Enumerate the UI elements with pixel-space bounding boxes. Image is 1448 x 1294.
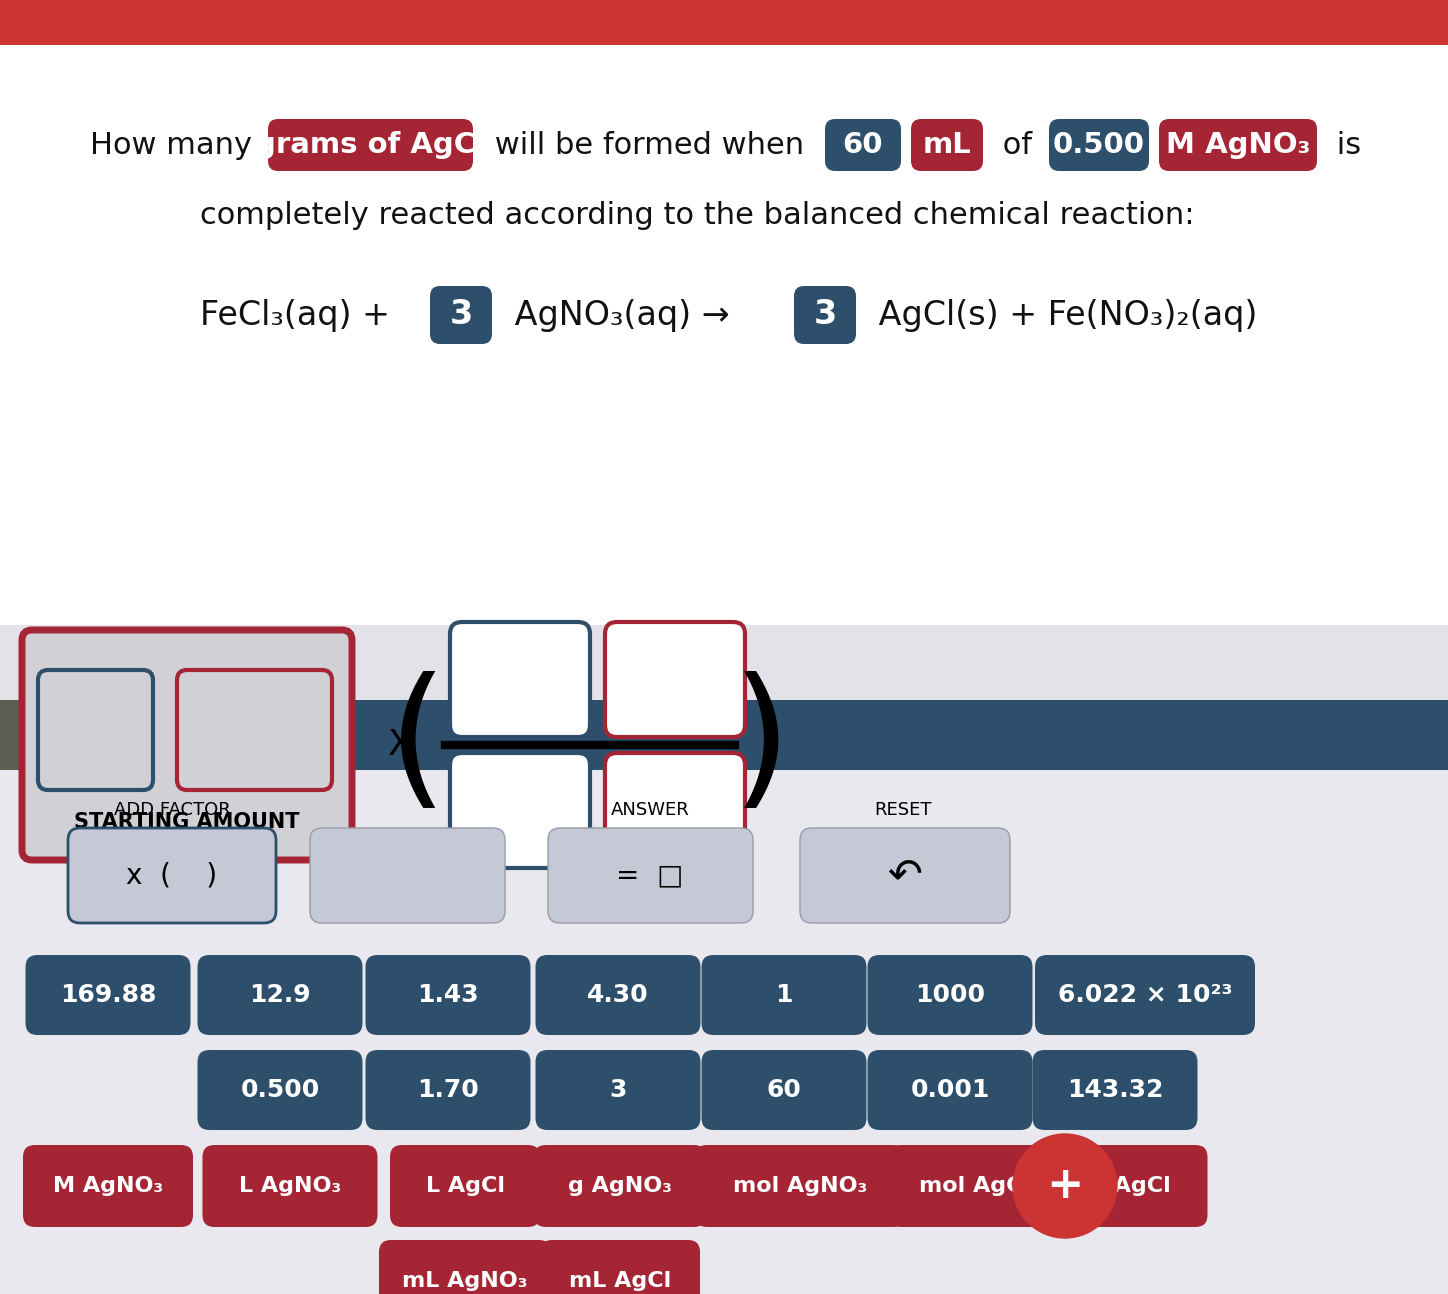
FancyBboxPatch shape [22, 630, 352, 861]
FancyBboxPatch shape [536, 1049, 701, 1130]
FancyBboxPatch shape [1431, 0, 1448, 1294]
Text: 60: 60 [843, 131, 883, 159]
FancyBboxPatch shape [203, 1145, 378, 1227]
Text: M AgNO₃: M AgNO₃ [1166, 131, 1310, 159]
FancyBboxPatch shape [547, 828, 753, 923]
Text: ↶: ↶ [888, 854, 922, 897]
FancyBboxPatch shape [365, 955, 530, 1035]
Text: mol AgNO₃: mol AgNO₃ [733, 1176, 867, 1196]
Text: ): ) [733, 670, 792, 819]
FancyBboxPatch shape [799, 828, 1011, 923]
Text: 1: 1 [775, 983, 792, 1007]
FancyBboxPatch shape [177, 670, 332, 791]
FancyBboxPatch shape [38, 670, 153, 791]
FancyBboxPatch shape [867, 955, 1032, 1035]
FancyBboxPatch shape [390, 1145, 540, 1227]
Text: L AgCl: L AgCl [426, 1176, 504, 1196]
FancyBboxPatch shape [197, 1049, 362, 1130]
FancyBboxPatch shape [701, 1049, 866, 1130]
Text: of: of [993, 131, 1041, 159]
FancyBboxPatch shape [1048, 119, 1150, 171]
FancyBboxPatch shape [867, 1049, 1032, 1130]
Text: 12.9: 12.9 [249, 983, 311, 1007]
Text: +: + [1047, 1165, 1083, 1207]
Text: mL AgNO₃: mL AgNO₃ [403, 1271, 527, 1291]
Text: X: X [388, 729, 413, 762]
FancyBboxPatch shape [0, 770, 1448, 1294]
Text: M AgNO₃: M AgNO₃ [54, 1176, 164, 1196]
Text: x  (    ): x ( ) [126, 862, 217, 889]
Text: 4.30: 4.30 [588, 983, 649, 1007]
Text: RESET: RESET [875, 801, 931, 819]
FancyBboxPatch shape [197, 955, 362, 1035]
Text: FeCl₃(aq) +: FeCl₃(aq) + [200, 299, 401, 331]
Text: =  □: = □ [617, 862, 683, 889]
Text: 143.32: 143.32 [1067, 1078, 1163, 1102]
FancyBboxPatch shape [536, 955, 701, 1035]
FancyBboxPatch shape [1158, 119, 1318, 171]
FancyBboxPatch shape [1053, 1145, 1208, 1227]
Text: grams of AgCl: grams of AgCl [255, 131, 485, 159]
FancyBboxPatch shape [695, 1145, 905, 1227]
FancyBboxPatch shape [26, 955, 191, 1035]
FancyBboxPatch shape [534, 1145, 707, 1227]
Text: mL: mL [922, 131, 972, 159]
FancyBboxPatch shape [825, 119, 901, 171]
Text: STARTING AMOUNT: STARTING AMOUNT [74, 813, 300, 832]
FancyBboxPatch shape [268, 119, 473, 171]
FancyBboxPatch shape [794, 286, 856, 344]
FancyBboxPatch shape [540, 1240, 699, 1294]
FancyBboxPatch shape [68, 828, 277, 923]
Text: 60: 60 [766, 1078, 801, 1102]
Text: is: is [1326, 131, 1361, 159]
Text: completely reacted according to the balanced chemical reaction:: completely reacted according to the bala… [200, 201, 1195, 229]
FancyBboxPatch shape [379, 1240, 552, 1294]
Circle shape [1014, 1134, 1116, 1238]
Text: L AgNO₃: L AgNO₃ [239, 1176, 342, 1196]
Text: 3: 3 [610, 1078, 627, 1102]
FancyBboxPatch shape [889, 1145, 1061, 1227]
Text: (: ( [388, 670, 447, 819]
Text: How many: How many [90, 131, 262, 159]
FancyBboxPatch shape [0, 700, 155, 770]
FancyBboxPatch shape [450, 622, 589, 738]
FancyBboxPatch shape [23, 1145, 193, 1227]
Text: ANSWER: ANSWER [611, 801, 689, 819]
Text: ADD FACTOR: ADD FACTOR [113, 801, 230, 819]
FancyBboxPatch shape [155, 700, 1448, 770]
Text: 1.70: 1.70 [417, 1078, 479, 1102]
FancyBboxPatch shape [701, 955, 866, 1035]
Text: AgCl(s) + Fe(NO₃)₂(aq): AgCl(s) + Fe(NO₃)₂(aq) [867, 299, 1257, 331]
Text: AgNO₃(aq) →: AgNO₃(aq) → [504, 299, 740, 331]
FancyBboxPatch shape [310, 828, 505, 923]
Text: g AgCl: g AgCl [1090, 1176, 1170, 1196]
Text: 1.43: 1.43 [417, 983, 479, 1007]
FancyBboxPatch shape [1035, 955, 1255, 1035]
Text: 0.500: 0.500 [240, 1078, 320, 1102]
FancyBboxPatch shape [365, 1049, 530, 1130]
FancyBboxPatch shape [0, 45, 1448, 625]
Text: mol AgCl: mol AgCl [919, 1176, 1031, 1196]
FancyBboxPatch shape [0, 625, 1448, 710]
FancyBboxPatch shape [605, 753, 746, 868]
Text: 1000: 1000 [915, 983, 985, 1007]
Text: 0.001: 0.001 [911, 1078, 989, 1102]
FancyBboxPatch shape [0, 0, 1448, 45]
Text: 0.500: 0.500 [1053, 131, 1145, 159]
Text: 3: 3 [814, 299, 837, 331]
Text: will be formed when: will be formed when [485, 131, 814, 159]
Text: 6.022 × 10²³: 6.022 × 10²³ [1057, 983, 1232, 1007]
FancyBboxPatch shape [1032, 1049, 1197, 1130]
Text: g AgNO₃: g AgNO₃ [568, 1176, 672, 1196]
Text: 169.88: 169.88 [59, 983, 156, 1007]
Text: mL AgCl: mL AgCl [569, 1271, 670, 1291]
FancyBboxPatch shape [605, 622, 746, 738]
FancyBboxPatch shape [911, 119, 983, 171]
Text: 3: 3 [449, 299, 472, 331]
FancyBboxPatch shape [430, 286, 492, 344]
FancyBboxPatch shape [450, 753, 589, 868]
